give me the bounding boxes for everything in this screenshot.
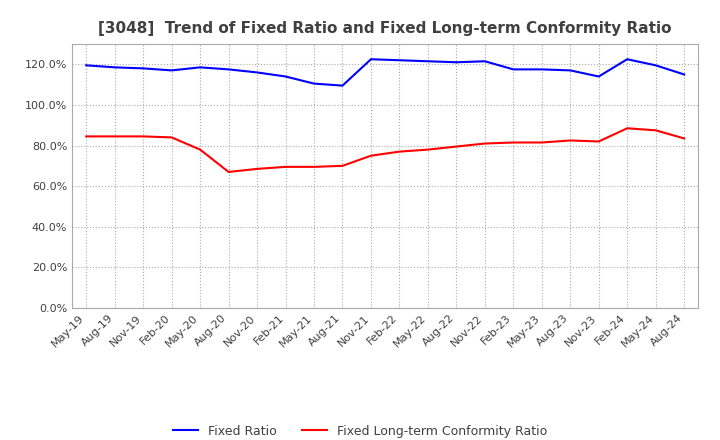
Fixed Ratio	[196, 65, 204, 70]
Fixed Ratio	[225, 67, 233, 72]
Line: Fixed Ratio: Fixed Ratio	[86, 59, 684, 86]
Fixed Long-term Conformity Ratio	[452, 144, 461, 149]
Fixed Ratio	[452, 60, 461, 65]
Fixed Ratio	[480, 59, 489, 64]
Fixed Long-term Conformity Ratio	[395, 149, 404, 154]
Fixed Ratio	[537, 67, 546, 72]
Fixed Long-term Conformity Ratio	[167, 135, 176, 140]
Fixed Long-term Conformity Ratio	[139, 134, 148, 139]
Fixed Ratio	[110, 65, 119, 70]
Fixed Long-term Conformity Ratio	[537, 140, 546, 145]
Fixed Ratio	[509, 67, 518, 72]
Fixed Long-term Conformity Ratio	[338, 163, 347, 169]
Fixed Ratio	[167, 68, 176, 73]
Fixed Ratio	[366, 57, 375, 62]
Legend: Fixed Ratio, Fixed Long-term Conformity Ratio: Fixed Ratio, Fixed Long-term Conformity …	[168, 420, 552, 440]
Fixed Ratio	[423, 59, 432, 64]
Fixed Long-term Conformity Ratio	[110, 134, 119, 139]
Fixed Long-term Conformity Ratio	[82, 134, 91, 139]
Fixed Ratio	[310, 81, 318, 86]
Fixed Long-term Conformity Ratio	[196, 147, 204, 152]
Fixed Long-term Conformity Ratio	[652, 128, 660, 133]
Fixed Long-term Conformity Ratio	[423, 147, 432, 152]
Fixed Ratio	[82, 62, 91, 68]
Fixed Long-term Conformity Ratio	[225, 169, 233, 175]
Fixed Ratio	[623, 57, 631, 62]
Fixed Ratio	[566, 68, 575, 73]
Fixed Ratio	[595, 74, 603, 79]
Line: Fixed Long-term Conformity Ratio: Fixed Long-term Conformity Ratio	[86, 128, 684, 172]
Fixed Ratio	[282, 74, 290, 79]
Fixed Ratio	[253, 70, 261, 75]
Title: [3048]  Trend of Fixed Ratio and Fixed Long-term Conformity Ratio: [3048] Trend of Fixed Ratio and Fixed Lo…	[99, 21, 672, 36]
Fixed Long-term Conformity Ratio	[366, 153, 375, 158]
Fixed Ratio	[652, 62, 660, 68]
Fixed Ratio	[395, 58, 404, 63]
Fixed Ratio	[680, 72, 688, 77]
Fixed Long-term Conformity Ratio	[623, 126, 631, 131]
Fixed Long-term Conformity Ratio	[566, 138, 575, 143]
Fixed Ratio	[338, 83, 347, 88]
Fixed Long-term Conformity Ratio	[509, 140, 518, 145]
Fixed Long-term Conformity Ratio	[480, 141, 489, 146]
Fixed Long-term Conformity Ratio	[680, 136, 688, 141]
Fixed Ratio	[139, 66, 148, 71]
Fixed Long-term Conformity Ratio	[282, 164, 290, 169]
Fixed Long-term Conformity Ratio	[253, 166, 261, 172]
Fixed Long-term Conformity Ratio	[310, 164, 318, 169]
Fixed Long-term Conformity Ratio	[595, 139, 603, 144]
